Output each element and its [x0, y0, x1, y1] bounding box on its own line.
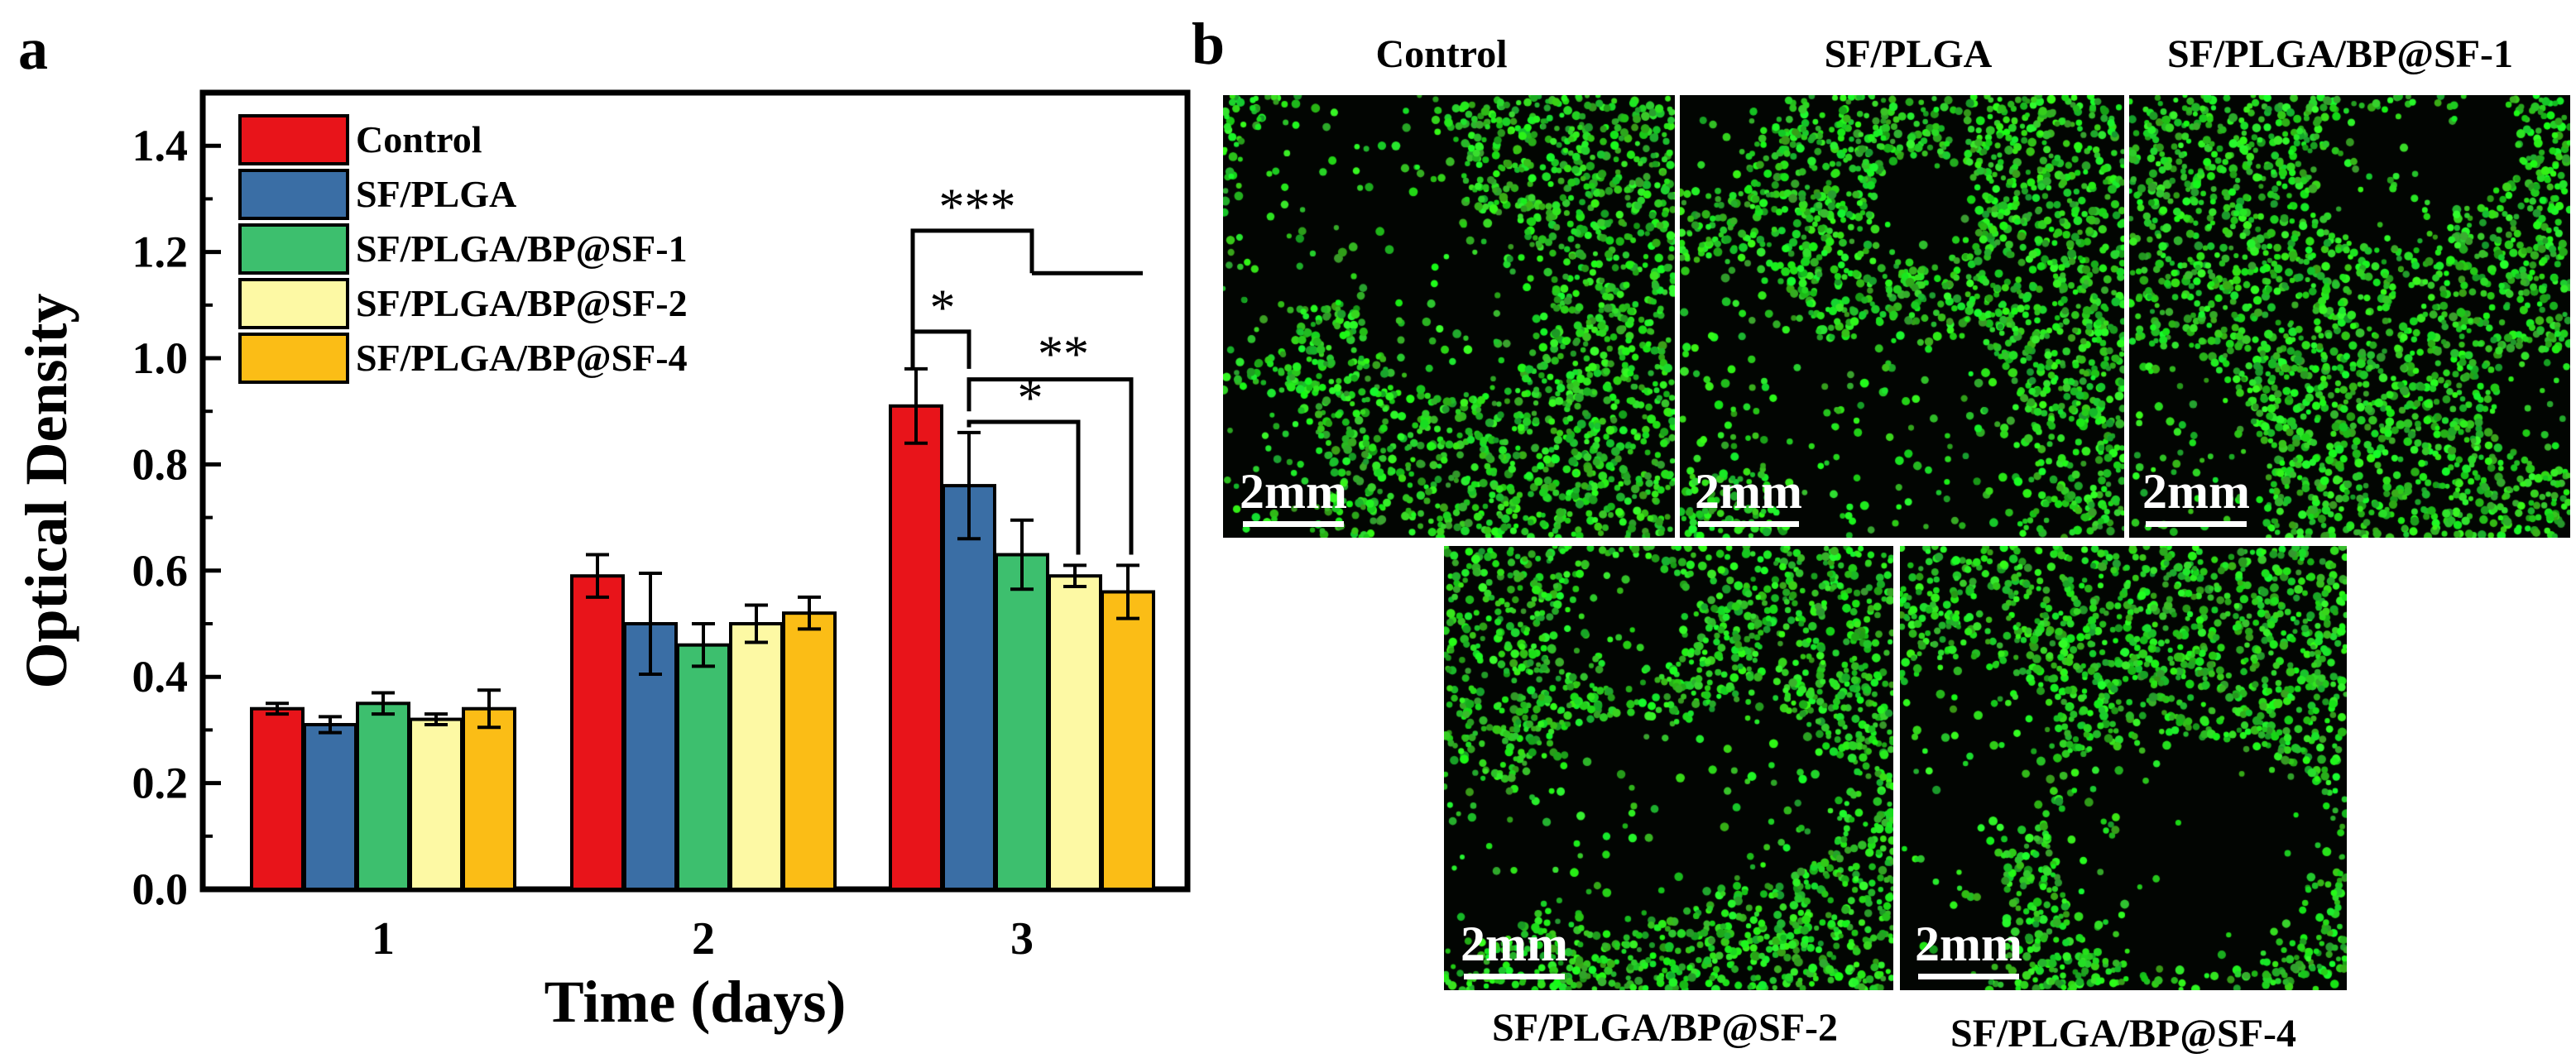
legend-label: SF/PLGA/BP@SF-1 [356, 227, 688, 270]
scale-bar [1243, 521, 1344, 527]
micrograph-sf-plga: 2mm [1680, 95, 2124, 538]
bar [942, 484, 996, 892]
bar [570, 574, 625, 891]
significance-label: * [930, 280, 956, 336]
x-tick-label: 3 [1010, 913, 1034, 965]
micrograph-sf-plga-bp-sf-4: 2mm [1900, 546, 2347, 990]
bar-chart: 0.0 0.2 0.4 0.6 0.8 1.0 1.2 1.4 1 2 3 Time (days) Op… [13, 89, 1191, 1035]
y-tick-label: 1.0 [132, 333, 189, 383]
bar [676, 643, 731, 891]
micrograph-title-control: Control [1375, 32, 1508, 76]
significance-bracket [910, 228, 1034, 369]
significance-bracket [910, 329, 971, 369]
y-axis-title: Optical Density [13, 294, 79, 689]
significance-bracket [967, 419, 1081, 555]
micrograph-title-sf-plga-bp-sf-4: SF/PLGA/BP@SF-4 [1950, 1012, 2297, 1056]
bar [356, 701, 410, 891]
bar [250, 706, 305, 891]
scale-bar [2146, 521, 2247, 527]
legend-label: Control [356, 118, 482, 160]
legend-label: SF/PLGA/BP@SF-4 [356, 337, 688, 379]
significance-label: ** [1038, 326, 1089, 382]
bar [1101, 590, 1155, 891]
panel-b-letter: b [1192, 11, 1226, 77]
x-tick-label: 2 [692, 913, 715, 965]
micrograph-control: 2mm [1223, 95, 1675, 538]
scale-label: 2mm [2142, 464, 2250, 519]
micrograph-sf-plga-bp-sf-1: 2mm [2129, 95, 2570, 538]
micrograph-title-sf-plga-bp-sf-2: SF/PLGA/BP@SF-2 [1491, 1006, 1839, 1050]
micrograph-title-sf-plga-bp-sf-1: SF/PLGA/BP@SF-1 [2166, 32, 2514, 76]
significance-bracket [967, 377, 1134, 555]
bar [889, 404, 943, 891]
y-tick-label: 1.4 [132, 121, 189, 170]
bar [409, 717, 463, 891]
bar [303, 722, 357, 891]
y-tick-label: 0.4 [132, 652, 189, 701]
bar [995, 553, 1049, 891]
y-tick-label: 1.2 [132, 227, 189, 277]
significance-label: *** [939, 180, 1016, 236]
scale-bar [1918, 974, 2019, 979]
significance-label: * [1018, 371, 1043, 427]
bar [729, 622, 784, 891]
legend-swatch [238, 223, 349, 275]
bar [462, 706, 516, 891]
scale-bar [1698, 521, 1799, 527]
legend-label: SF/PLGA/BP@SF-2 [356, 282, 688, 324]
micrograph-sf-plga-bp-sf-2: 2mm [1444, 546, 1893, 990]
scale-label: 2mm [1240, 464, 1347, 519]
x-axis-title: Time (days) [544, 969, 847, 1035]
y-tick-label: 0.2 [132, 759, 189, 808]
scale-label: 2mm [1461, 917, 1568, 971]
legend-swatch [238, 114, 349, 165]
panel-a-letter: a [18, 16, 48, 82]
y-tick-label: 0.0 [132, 864, 189, 914]
scale-label: 2mm [1915, 917, 2022, 971]
scale-label: 2mm [1695, 464, 1802, 519]
micrograph-title-sf-plga: SF/PLGA [1824, 32, 1993, 76]
y-tick-label: 0.8 [132, 439, 189, 489]
bar [782, 611, 837, 891]
y-tick-label: 0.6 [132, 546, 189, 596]
legend-swatch [238, 333, 349, 384]
legend-swatch [238, 278, 349, 329]
x-tick-label: 1 [372, 913, 395, 965]
bar [1048, 574, 1102, 891]
legend-swatch [238, 169, 349, 220]
legend-label: SF/PLGA [356, 173, 516, 215]
scale-bar [1464, 974, 1565, 979]
